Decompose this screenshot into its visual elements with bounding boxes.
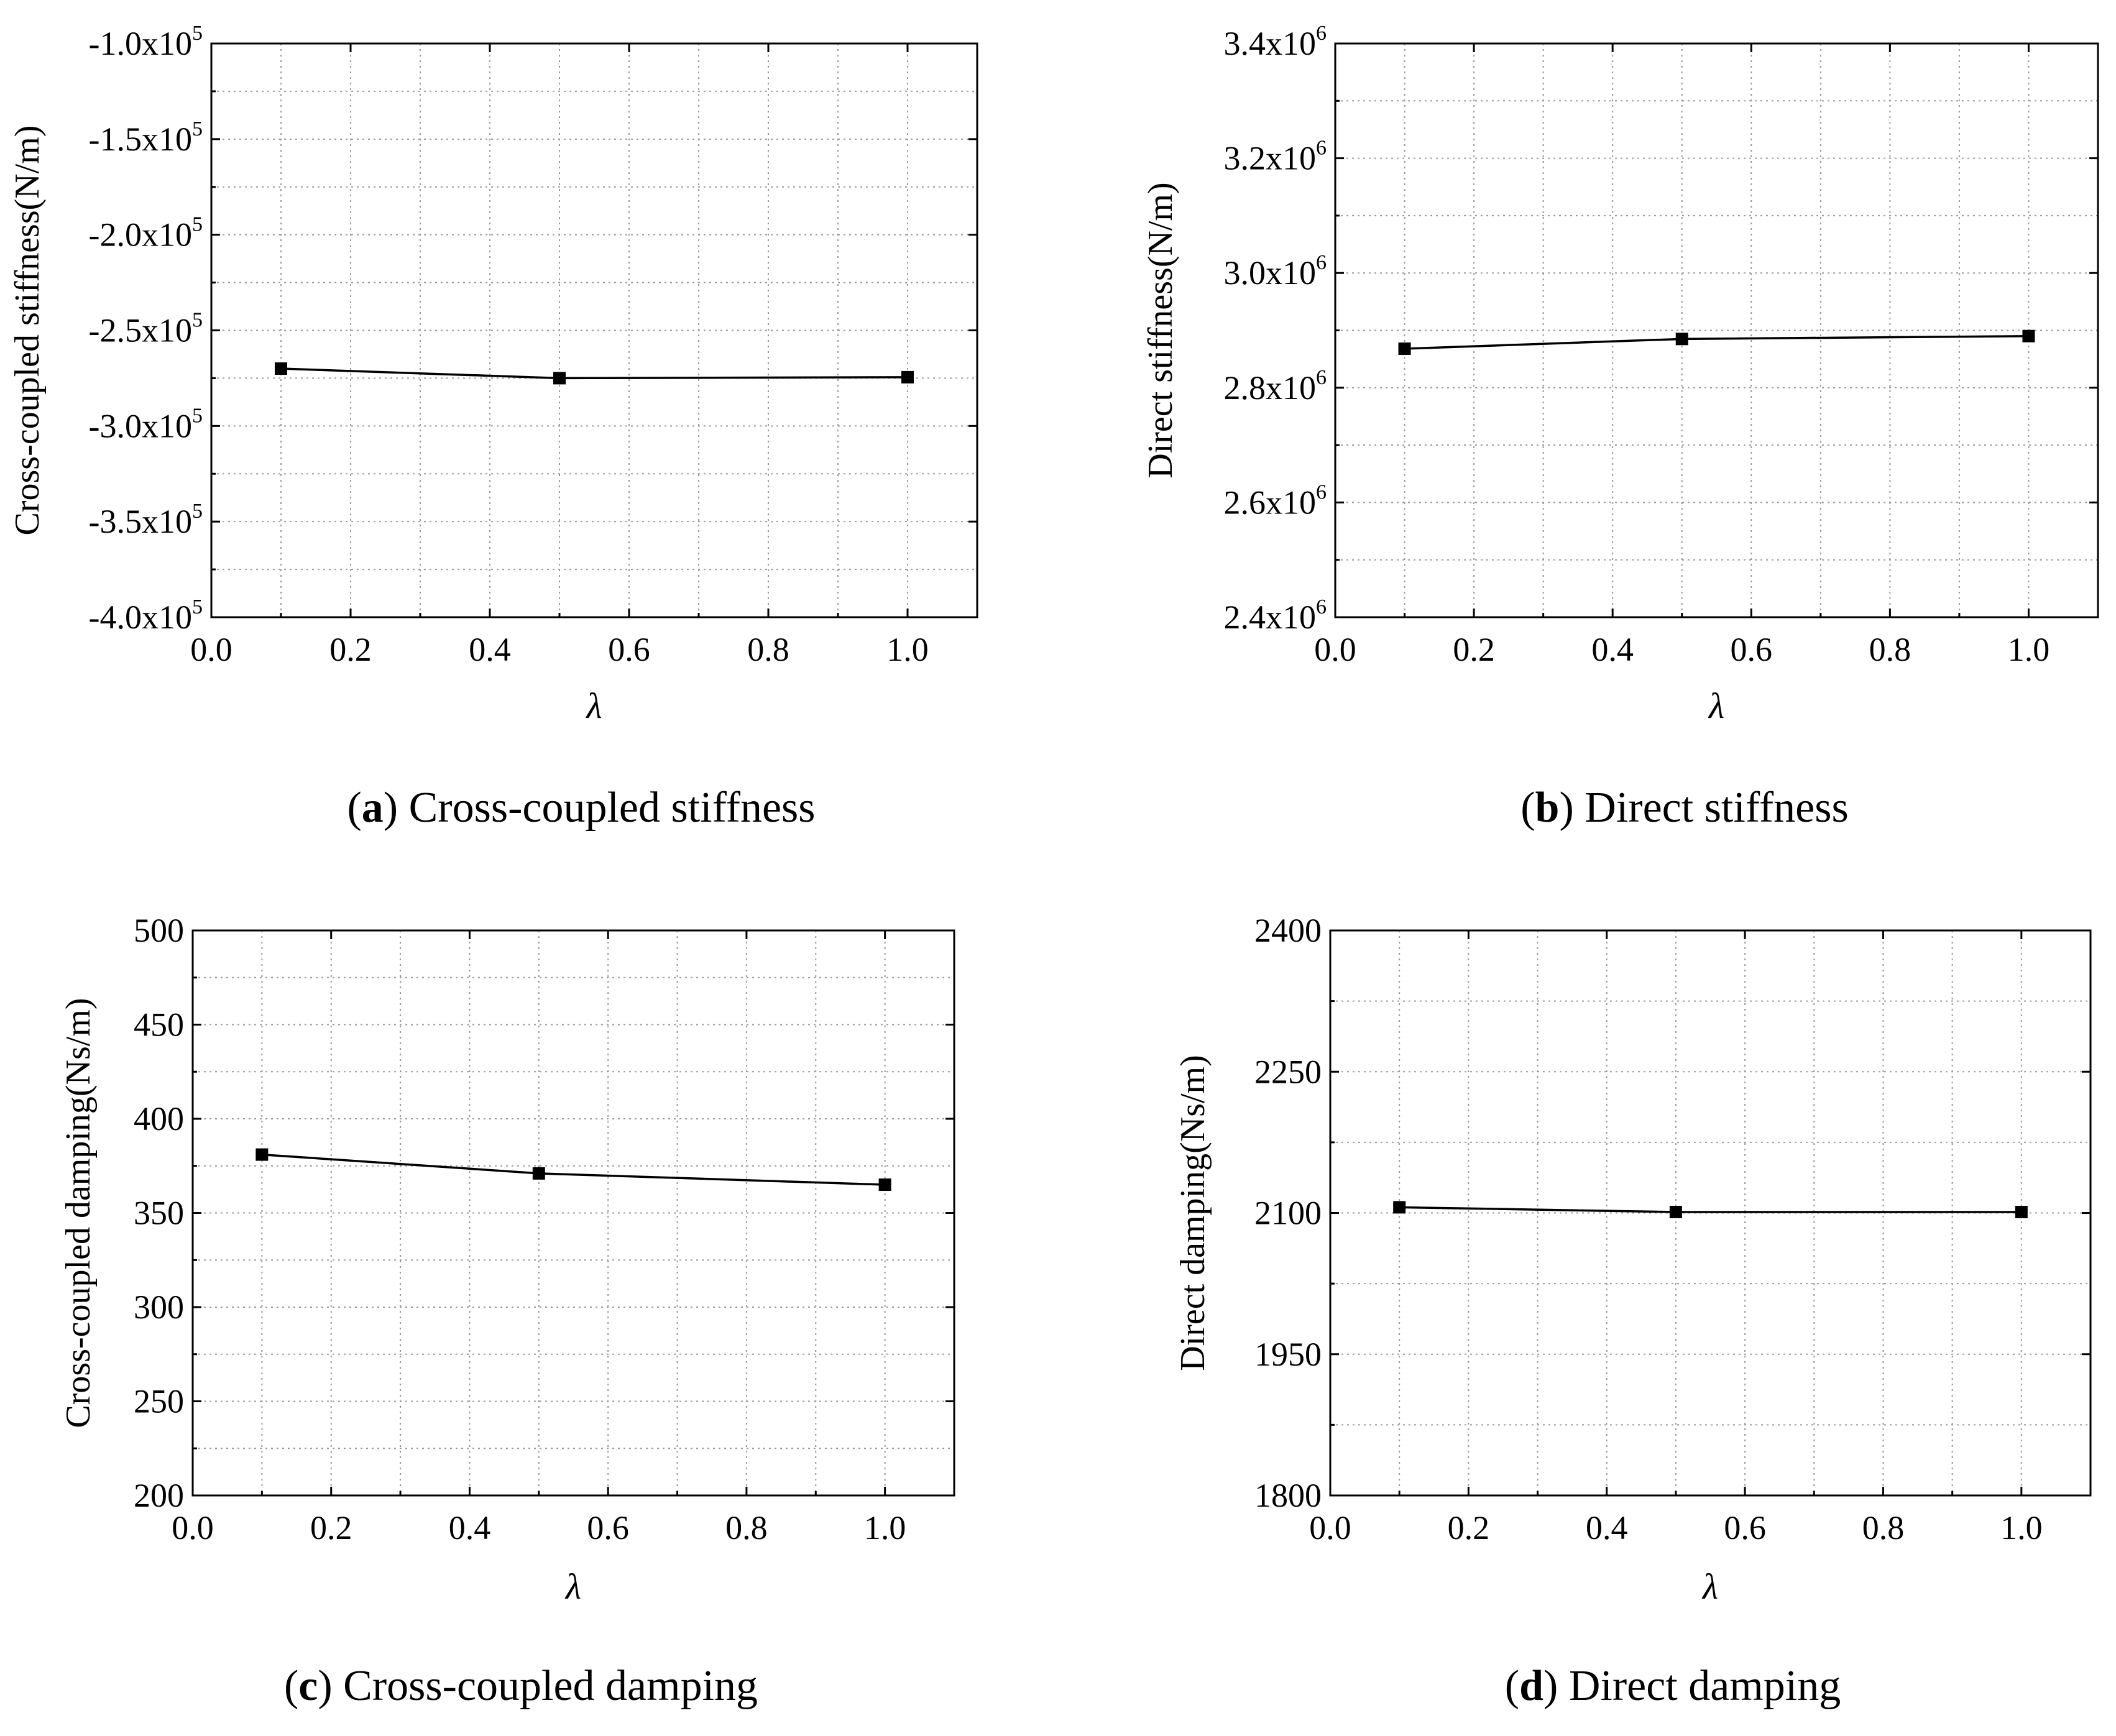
x-tick-label: 0.2 — [1453, 631, 1495, 668]
data-point-marker — [2015, 1205, 2028, 1218]
panel-direct-stiffness: 0.0 0.2 0.4 0.6 0.8 1.0 2.4x106 2.6x106 2.8x106 3… — [1141, 22, 2099, 832]
y-tick-label: 1950 — [1254, 1336, 1322, 1373]
y-axis-title: Direct damping(Ns/m) — [1174, 1055, 1212, 1371]
series-line — [262, 1153, 885, 1186]
y-axis-title: Cross-coupled damping(Ns/m) — [59, 998, 98, 1428]
x-axis-title: λ — [564, 1566, 581, 1607]
data-point-marker — [2022, 329, 2035, 342]
y-tick-label: 1800 — [1254, 1477, 1322, 1514]
data-point-marker — [532, 1167, 545, 1180]
y-tick-label: 400 — [134, 1100, 184, 1137]
x-tick-label: 0.2 — [310, 1509, 352, 1546]
series-line — [1399, 1206, 2022, 1213]
panel-cross-coupled-stiffness: 0.0 0.2 0.4 0.6 0.8 1.0 -4.0x105 -3.5x105 -3.0x1… — [8, 22, 978, 832]
x-tick-label: 0.0 — [190, 631, 232, 668]
y-tick-label: -2.5x105 — [89, 309, 203, 349]
x-axis-title: λ — [1701, 1566, 1718, 1607]
y-tick-label: 500 — [134, 912, 184, 949]
y-tick-label: -3.5x105 — [89, 500, 203, 540]
x-tick-label: 0.2 — [1448, 1509, 1490, 1546]
y-tick-label: 2.4x106 — [1224, 595, 1327, 636]
panel-caption: (a) Cross-coupled stiffness — [347, 784, 815, 832]
x-tick-label: 0.4 — [1586, 1509, 1628, 1546]
data-point-marker — [553, 372, 566, 385]
x-tick-label: 0.6 — [608, 631, 650, 668]
y-tick-label: 200 — [134, 1477, 184, 1514]
data-point-marker — [1669, 1205, 1682, 1218]
series-line — [280, 367, 908, 380]
y-tick-label: 3.0x106 — [1224, 251, 1327, 292]
x-tick-label: 1.0 — [2000, 1509, 2043, 1546]
x-tick-label: 0.4 — [449, 1509, 491, 1546]
x-tick-label: 0.0 — [172, 1509, 214, 1546]
x-tick-label: 0.6 — [587, 1509, 629, 1546]
x-tick-label: 0.8 — [747, 631, 789, 668]
y-tick-label: 2100 — [1254, 1195, 1322, 1232]
y-tick-label: 3.2x106 — [1224, 137, 1327, 177]
panel-caption: (b) Direct stiffness — [1520, 784, 1849, 832]
data-point-marker — [878, 1178, 891, 1192]
x-tick-label: 0.8 — [1869, 631, 1911, 668]
x-tick-label: 0.8 — [725, 1509, 768, 1546]
y-tick-label: 2400 — [1254, 912, 1322, 949]
data-point-marker — [255, 1148, 269, 1161]
y-tick-label: 2.6x106 — [1224, 480, 1327, 521]
data-point-marker — [1675, 333, 1688, 346]
data-point-marker — [1398, 342, 1411, 356]
y-tick-label: 2.8x106 — [1224, 366, 1327, 406]
x-tick-label: 0.2 — [329, 631, 372, 668]
y-tick-label: 250 — [134, 1383, 184, 1420]
plot-frame — [210, 42, 978, 618]
x-tick-label: 0.6 — [1724, 1509, 1766, 1546]
y-tick-label: 3.4x106 — [1224, 22, 1327, 62]
data-point-marker — [1393, 1201, 1406, 1214]
x-tick-label: 0.4 — [1591, 631, 1634, 668]
y-axis-title: Direct stiffness(N/m) — [1141, 182, 1180, 478]
x-axis-title: λ — [1708, 686, 1724, 726]
panel-cross-coupled-damping: 0.0 0.2 0.4 0.6 0.8 1.0 200 250 300 350 400 450 500 C… — [59, 912, 955, 1710]
y-tick-label: 2250 — [1254, 1053, 1322, 1090]
panel-direct-damping: 0.0 0.2 0.4 0.6 0.8 1.0 1800 1950 2100 2250 2400 Di… — [1174, 912, 2092, 1710]
y-tick-label: -4.0x105 — [89, 595, 203, 636]
y-tick-label: -2.0x105 — [89, 213, 203, 254]
data-point-marker — [901, 370, 914, 383]
x-tick-label: 0.0 — [1309, 1509, 1351, 1546]
y-tick-label: -1.5x105 — [89, 117, 203, 158]
x-axis-title: λ — [585, 686, 602, 726]
y-tick-label: 450 — [134, 1006, 184, 1044]
y-tick-label: -1.0x105 — [89, 22, 203, 62]
panel-caption: (d) Direct damping — [1505, 1662, 1841, 1710]
y-tick-label: 300 — [134, 1288, 184, 1326]
x-tick-label: 0.8 — [1862, 1509, 1905, 1546]
x-tick-label: 0.6 — [1731, 631, 1773, 668]
data-point-marker — [275, 362, 287, 375]
panel-caption: (c) Cross-coupled damping — [284, 1662, 758, 1710]
x-tick-label: 1.0 — [886, 631, 929, 668]
y-axis-title: Cross-coupled stiffness(N/m) — [8, 126, 47, 536]
y-tick-label: -3.0x105 — [89, 404, 203, 444]
x-tick-label: 0.4 — [469, 631, 511, 668]
x-tick-label: 1.0 — [864, 1509, 906, 1546]
x-tick-label: 1.0 — [2008, 631, 2050, 668]
x-tick-label: 0.0 — [1314, 631, 1356, 668]
series-line — [1404, 334, 2029, 350]
y-tick-label: 350 — [134, 1195, 184, 1232]
